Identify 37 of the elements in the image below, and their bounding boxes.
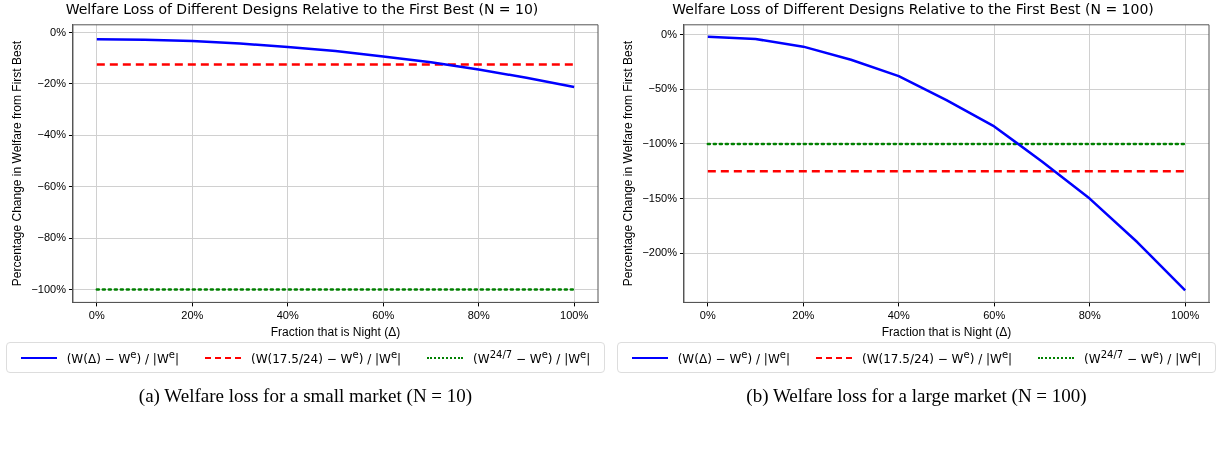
- x-tick-label: 40%: [276, 309, 299, 322]
- y-tick-label: −40%: [37, 128, 66, 141]
- y-tick-label: −50%: [648, 82, 677, 95]
- x-tick-label: 0%: [699, 309, 716, 322]
- legend-label: (W(17.5/24) − W$^{e}$) / |W$^{e}$|: [250, 349, 402, 366]
- y-axis-title: Percentage Change in Welfare from First Best: [620, 40, 635, 287]
- x-tick-label: 60%: [982, 309, 1005, 322]
- y-tick-label: −100%: [641, 136, 677, 149]
- x-axis-title: Fraction that is Night (Δ): [270, 325, 400, 340]
- chart-title: Welfare Loss of Different Designs Relative to the First Best (N = 100): [671, 1, 1154, 18]
- legend-label: (W$^{24/7}$ − W$^{e}$) / |W$^{e}$|: [473, 349, 591, 366]
- chart-title: Welfare Loss of Different Designs Relative to the First Best (N = 10): [65, 1, 538, 18]
- x-tick-label: 60%: [371, 309, 394, 322]
- y-tick-label: −20%: [37, 76, 66, 89]
- y-tick-label: −60%: [37, 179, 66, 192]
- x-tick-label: 40%: [887, 309, 910, 322]
- legend-label: (W(17.5/24) − W$^{e}$) / |W$^{e}$|: [861, 349, 1013, 366]
- text: (a) Welfare loss for a small market (N = 10): [138, 385, 473, 407]
- y-tick-label: −200%: [641, 246, 677, 259]
- x-tick-label: 100%: [559, 309, 588, 322]
- y-tick-label: −150%: [641, 191, 677, 204]
- y-axis-title: Percentage Change in Welfare from First Best: [9, 40, 24, 287]
- y-tick-label: 0%: [660, 27, 677, 40]
- x-tick-label: 0%: [88, 309, 105, 322]
- x-tick-label: 20%: [791, 309, 815, 322]
- x-tick-label: 20%: [180, 309, 204, 322]
- legend-label: (W(Δ) − W$^{e}$) / |W$^{e}$|: [677, 349, 790, 366]
- y-tick-label: −100%: [30, 282, 66, 295]
- x-tick-label: 80%: [1078, 309, 1101, 322]
- x-tick-label: 100%: [1170, 309, 1199, 322]
- text: (b) Welfare loss for a large market (N = 100): [746, 385, 1087, 407]
- y-tick-label: −80%: [37, 231, 66, 244]
- x-axis-title: Fraction that is Night (Δ): [881, 325, 1011, 340]
- x-tick-label: 80%: [467, 309, 490, 322]
- legend-label: (W$^{24/7}$ − W$^{e}$) / |W$^{e}$|: [1084, 349, 1202, 366]
- y-tick-label: 0%: [49, 25, 66, 38]
- legend-label: (W(Δ) − W$^{e}$) / |W$^{e}$|: [66, 349, 179, 366]
